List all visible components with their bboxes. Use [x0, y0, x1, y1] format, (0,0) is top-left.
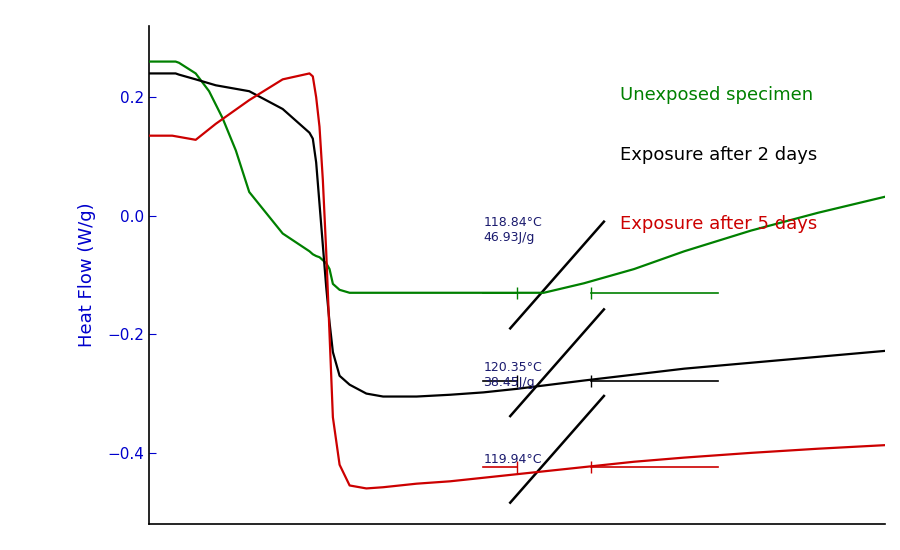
Text: 119.94°C: 119.94°C	[483, 453, 542, 466]
Text: 118.84°C
46.93J/g: 118.84°C 46.93J/g	[483, 216, 542, 244]
Text: 120.35°C
38.45J/g: 120.35°C 38.45J/g	[483, 361, 542, 389]
Text: Exposure after 5 days: Exposure after 5 days	[620, 215, 817, 233]
Text: Exposure after 2 days: Exposure after 2 days	[620, 146, 817, 163]
Y-axis label: Heat Flow (W/g): Heat Flow (W/g)	[78, 203, 96, 347]
Text: Unexposed specimen: Unexposed specimen	[620, 86, 813, 104]
